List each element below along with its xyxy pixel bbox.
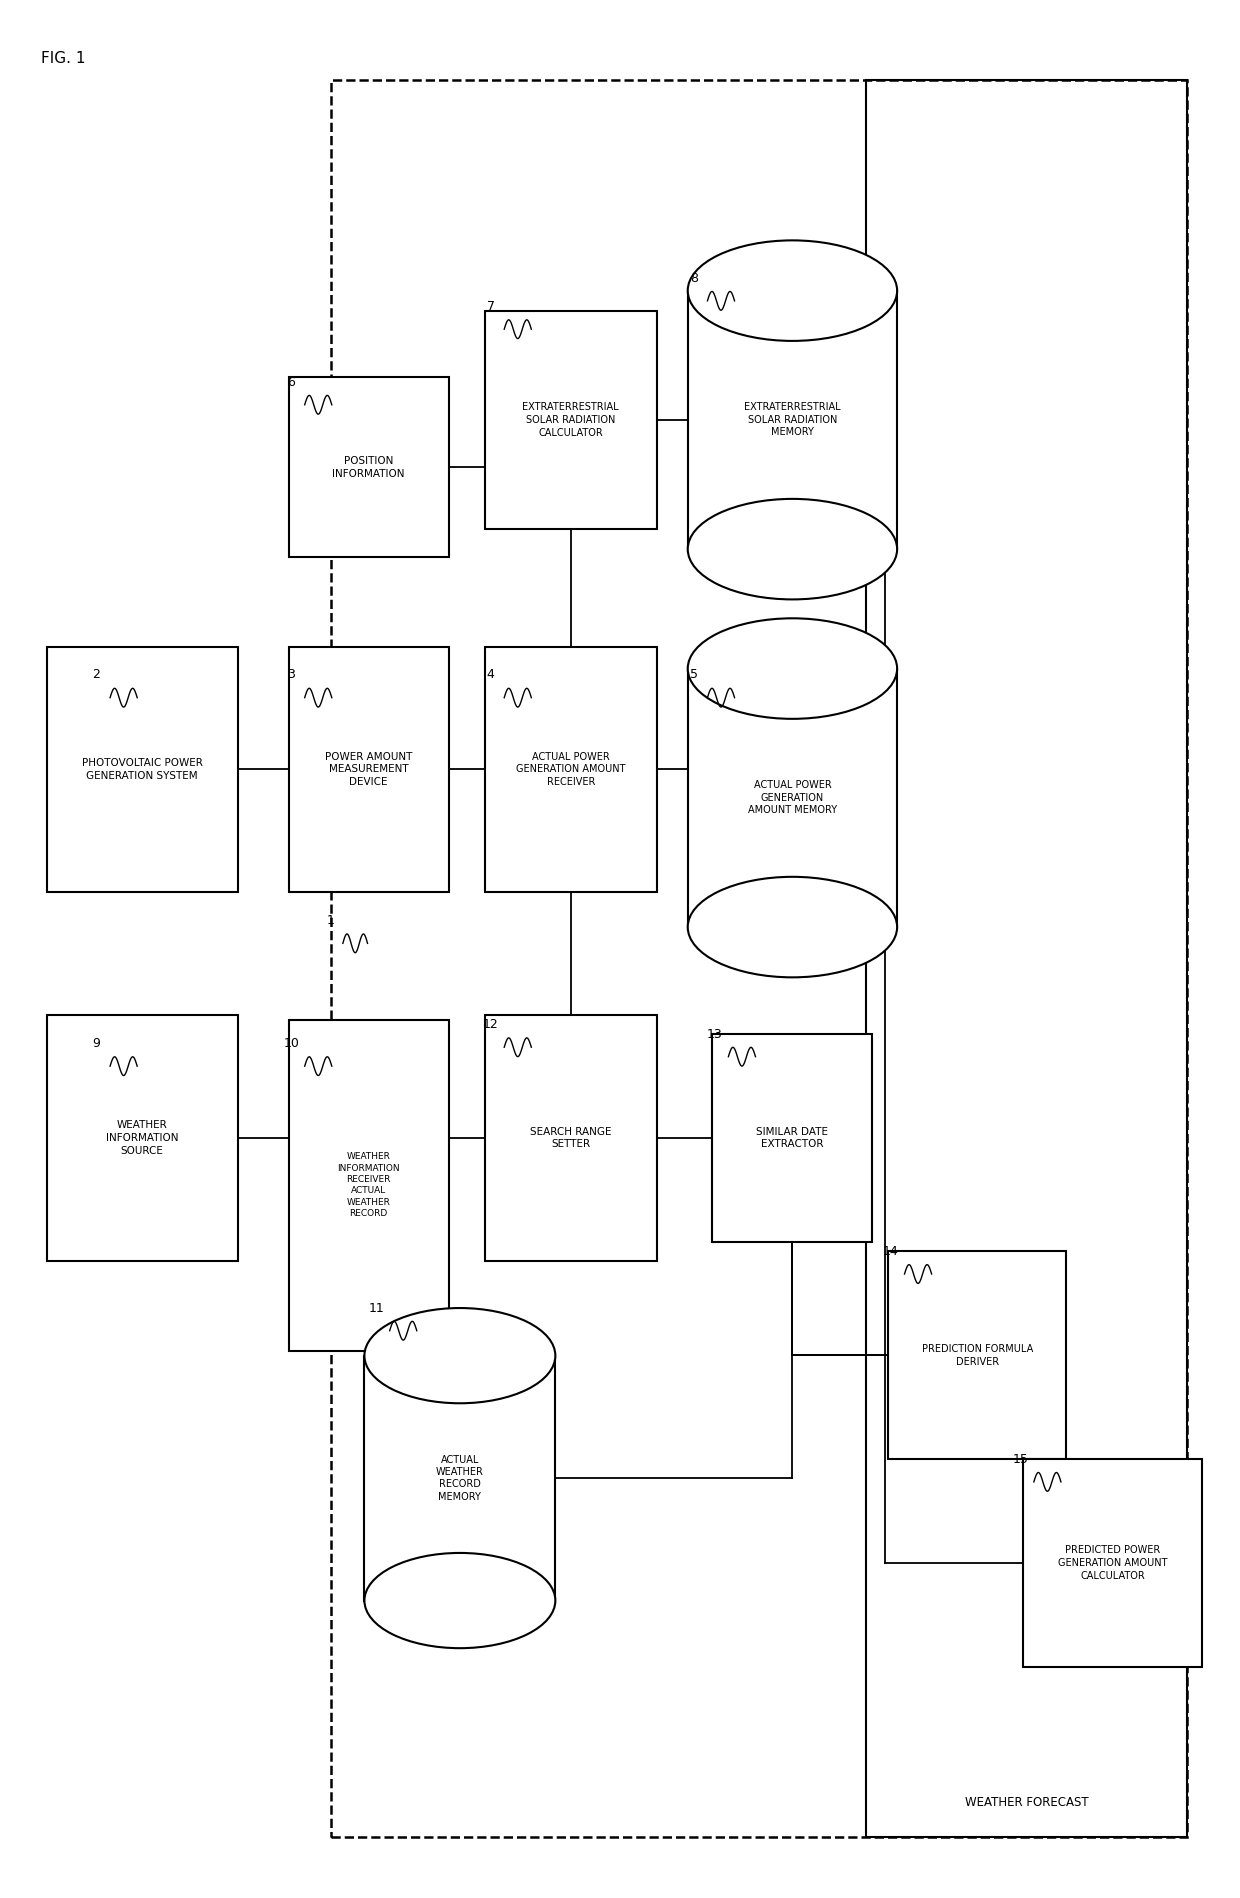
Text: 8: 8 (689, 271, 698, 285)
Text: SIMILAR DATE
EXTRACTOR: SIMILAR DATE EXTRACTOR (756, 1127, 828, 1150)
FancyBboxPatch shape (289, 378, 449, 556)
FancyBboxPatch shape (888, 1251, 1066, 1460)
Text: 11: 11 (368, 1302, 384, 1315)
Text: 7: 7 (486, 300, 495, 313)
Polygon shape (688, 290, 897, 549)
Text: ACTUAL
WEATHER
RECORD
MEMORY: ACTUAL WEATHER RECORD MEMORY (436, 1454, 484, 1501)
Text: 2: 2 (93, 668, 100, 681)
Text: PHOTOVOLTAIC POWER
GENERATION SYSTEM: PHOTOVOLTAIC POWER GENERATION SYSTEM (82, 757, 202, 780)
Text: 6: 6 (288, 376, 295, 389)
FancyBboxPatch shape (1023, 1460, 1202, 1666)
Text: ACTUAL POWER
GENERATION AMOUNT
RECEIVER: ACTUAL POWER GENERATION AMOUNT RECEIVER (516, 752, 625, 788)
Ellipse shape (688, 619, 897, 719)
FancyBboxPatch shape (485, 647, 657, 892)
Text: PREDICTED POWER
GENERATION AMOUNT
CALCULATOR: PREDICTED POWER GENERATION AMOUNT CALCUL… (1058, 1545, 1167, 1581)
Text: 10: 10 (283, 1036, 299, 1050)
FancyBboxPatch shape (47, 647, 238, 892)
Text: 4: 4 (487, 668, 495, 681)
Text: WEATHER
INFORMATION
SOURCE: WEATHER INFORMATION SOURCE (105, 1120, 179, 1156)
Text: WEATHER FORECAST: WEATHER FORECAST (965, 1796, 1089, 1809)
Text: SEARCH RANGE
SETTER: SEARCH RANGE SETTER (529, 1127, 611, 1150)
Ellipse shape (688, 241, 897, 342)
Text: 14: 14 (883, 1245, 899, 1258)
FancyBboxPatch shape (712, 1034, 873, 1241)
Text: 3: 3 (288, 668, 295, 681)
Ellipse shape (365, 1308, 556, 1403)
FancyBboxPatch shape (47, 1015, 238, 1260)
FancyBboxPatch shape (485, 311, 657, 528)
Text: PREDICTION FORMULA
DERIVER: PREDICTION FORMULA DERIVER (921, 1344, 1033, 1367)
Polygon shape (688, 668, 897, 926)
FancyBboxPatch shape (485, 1015, 657, 1260)
FancyBboxPatch shape (289, 1019, 449, 1351)
Text: EXTRATERRESTRIAL
SOLAR RADIATION
MEMORY: EXTRATERRESTRIAL SOLAR RADIATION MEMORY (744, 402, 841, 437)
Text: POSITION
INFORMATION: POSITION INFORMATION (332, 456, 405, 478)
Text: 12: 12 (482, 1017, 498, 1031)
Ellipse shape (688, 877, 897, 977)
Ellipse shape (365, 1553, 556, 1647)
Text: 1: 1 (326, 915, 335, 926)
Text: FIG. 1: FIG. 1 (41, 51, 86, 66)
Text: 13: 13 (707, 1027, 723, 1040)
Polygon shape (365, 1355, 556, 1600)
Text: 15: 15 (1012, 1452, 1028, 1465)
FancyBboxPatch shape (289, 647, 449, 892)
Text: 5: 5 (689, 668, 698, 681)
Text: EXTRATERRESTRIAL
SOLAR RADIATION
CALCULATOR: EXTRATERRESTRIAL SOLAR RADIATION CALCULA… (522, 402, 619, 438)
Text: ACTUAL POWER
GENERATION
AMOUNT MEMORY: ACTUAL POWER GENERATION AMOUNT MEMORY (748, 780, 837, 816)
Text: WEATHER
INFORMATION
RECEIVER
ACTUAL
WEATHER
RECORD: WEATHER INFORMATION RECEIVER ACTUAL WEAT… (337, 1152, 401, 1219)
Text: POWER AMOUNT
MEASUREMENT
DEVICE: POWER AMOUNT MEASUREMENT DEVICE (325, 752, 413, 788)
Text: 9: 9 (93, 1036, 100, 1050)
Ellipse shape (688, 499, 897, 600)
